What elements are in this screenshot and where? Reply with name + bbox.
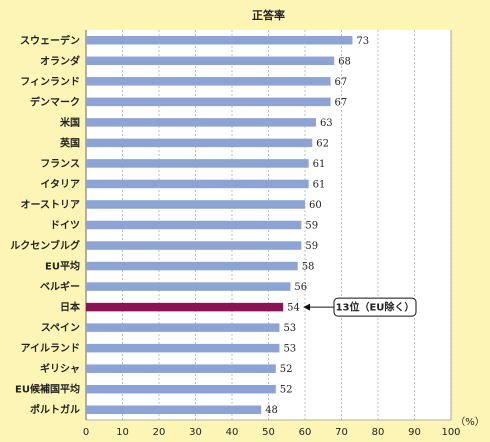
value-label: 63 bbox=[320, 118, 333, 129]
category-label: ポルトガル bbox=[30, 403, 80, 416]
value-label: 60 bbox=[309, 200, 322, 211]
bar bbox=[86, 220, 302, 230]
bar bbox=[86, 77, 331, 86]
x-tick-label: 30 bbox=[189, 427, 202, 438]
x-tick-label: 100 bbox=[441, 427, 460, 438]
x-tick-label: 0 bbox=[83, 427, 89, 438]
x-tick-label: 80 bbox=[372, 427, 385, 438]
bar bbox=[86, 138, 313, 148]
value-label: 59 bbox=[305, 241, 318, 252]
bar bbox=[86, 200, 305, 209]
x-unit-label: （%） bbox=[455, 416, 485, 428]
bar bbox=[86, 118, 316, 127]
category-label: スウェーデン bbox=[20, 34, 80, 47]
category-label: スペイン bbox=[41, 322, 80, 334]
x-tick-label: 60 bbox=[299, 427, 312, 438]
bar bbox=[86, 323, 280, 332]
callout-text: 13位（EU除く） bbox=[336, 301, 415, 314]
value-label: 62 bbox=[316, 138, 329, 149]
category-label: EU候補国平均 bbox=[15, 383, 80, 396]
category-label: ギリシャ bbox=[40, 362, 80, 375]
bar bbox=[86, 241, 302, 250]
bar bbox=[86, 36, 353, 45]
category-label: 日本 bbox=[60, 301, 81, 314]
x-tick-label: 10 bbox=[116, 427, 129, 438]
bar bbox=[86, 56, 335, 66]
bar bbox=[86, 343, 280, 353]
category-label: イタリア bbox=[40, 178, 80, 190]
x-tick-label: 20 bbox=[153, 427, 166, 438]
category-label: アイルランド bbox=[21, 343, 81, 355]
bars bbox=[86, 36, 353, 414]
bar bbox=[86, 364, 276, 373]
bar bbox=[86, 97, 331, 107]
category-label: 米国 bbox=[60, 116, 80, 129]
annotation-callout: 13位（EU除く） bbox=[303, 297, 417, 317]
bar bbox=[86, 384, 276, 394]
bar bbox=[86, 261, 298, 271]
value-label: 73 bbox=[356, 36, 369, 47]
category-label: 英国 bbox=[59, 136, 80, 149]
bar bbox=[86, 405, 262, 414]
value-label: 53 bbox=[283, 323, 296, 334]
chart-title: 正答率 bbox=[252, 8, 285, 22]
bar-highlight bbox=[86, 302, 284, 312]
value-label: 61 bbox=[313, 179, 326, 190]
bar bbox=[86, 179, 309, 189]
bar bbox=[86, 159, 309, 168]
x-tick-labels: 0 10 20 30 40 50 60 70 80 90 100 bbox=[83, 427, 461, 438]
value-label: 67 bbox=[335, 97, 348, 108]
value-label: 67 bbox=[335, 77, 348, 88]
x-tick-label: 70 bbox=[335, 427, 348, 438]
category-label: ベルギー bbox=[40, 280, 80, 293]
category-label: EU平均 bbox=[45, 260, 80, 273]
category-label: オランダ bbox=[40, 54, 80, 67]
value-label: 52 bbox=[280, 385, 293, 396]
category-label: デンマーク bbox=[30, 95, 80, 108]
value-label: 48 bbox=[265, 405, 278, 416]
value-label: 61 bbox=[313, 159, 326, 170]
callout-box bbox=[333, 297, 417, 317]
category-label: ドイツ bbox=[50, 220, 80, 232]
category-label: フィンランド bbox=[20, 76, 80, 88]
category-label: フランス bbox=[40, 158, 80, 170]
value-label: 52 bbox=[280, 364, 293, 375]
value-label: 54 bbox=[287, 303, 300, 314]
bar bbox=[86, 282, 291, 291]
category-labels: スウェーデンオランダフィンランドデンマーク米国英国フランスイタリアオーストリアド… bbox=[10, 34, 81, 416]
value-label: 59 bbox=[305, 221, 318, 232]
category-label: ルクセンブルグ bbox=[10, 239, 80, 252]
value-label: 56 bbox=[294, 282, 307, 293]
value-label: 68 bbox=[338, 56, 351, 67]
value-label: 58 bbox=[302, 262, 315, 273]
x-tick-label: 90 bbox=[408, 427, 421, 438]
x-tick-label: 50 bbox=[262, 427, 275, 438]
category-label: オーストリア bbox=[21, 199, 81, 211]
x-tick-label: 40 bbox=[226, 427, 239, 438]
value-label: 53 bbox=[283, 344, 296, 355]
callout-arrowhead bbox=[303, 303, 311, 311]
